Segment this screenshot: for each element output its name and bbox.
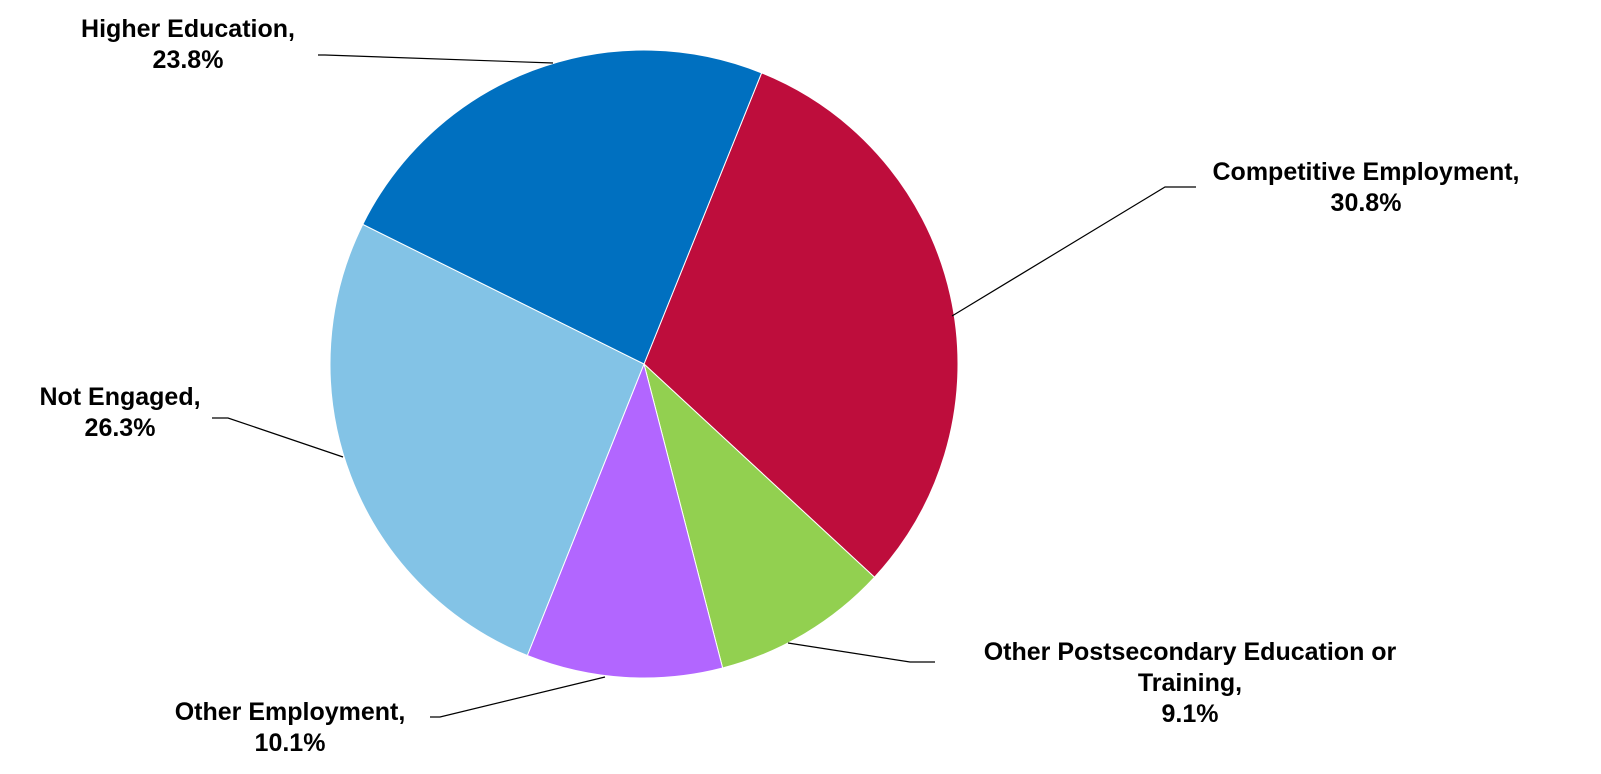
slice-label: Other Postsecondary Education or Training… xyxy=(984,638,1397,728)
slice-label: Other Employment, 10.1% xyxy=(175,698,406,757)
leader-line xyxy=(430,676,606,718)
slice-labels: Competitive Employment, 30.8% Other Postse… xyxy=(39,15,1519,757)
pie-slice-other-postsecondary-education-or-training xyxy=(643,362,876,669)
slice-label-percent: 30.8% xyxy=(1331,189,1402,217)
slice-label-category: Training, xyxy=(1138,669,1242,697)
slice-label: Competitive Employment, 30.8% xyxy=(1213,158,1520,217)
slice-label-category: Higher Education, xyxy=(81,15,295,43)
pie-slice-not-engaged xyxy=(329,223,645,657)
slice-label-category: Other Postsecondary Education or xyxy=(984,638,1397,666)
slice-label-category: Competitive Employment, xyxy=(1213,158,1520,186)
slice-label-percent: 23.8% xyxy=(153,46,224,74)
slice-label: Higher Education, 23.8% xyxy=(81,15,295,74)
leader-line xyxy=(212,417,344,458)
slice-label-percent: 9.1% xyxy=(1162,700,1219,728)
leader-line xyxy=(951,186,1196,317)
leader-lines xyxy=(212,54,1196,718)
slice-label-percent: 10.1% xyxy=(255,729,326,757)
slice-label: Not Engaged, 26.3% xyxy=(39,383,200,442)
leader-line xyxy=(318,54,554,64)
leader-line xyxy=(787,642,935,663)
pie-slices xyxy=(329,49,959,679)
slice-label-category: Not Engaged, xyxy=(39,383,200,411)
pie-slice-higher-education xyxy=(362,49,763,365)
slice-label-category: Other Employment, xyxy=(175,698,406,726)
pie-slice-competitive-employment xyxy=(643,72,959,578)
slice-label-percent: 26.3% xyxy=(85,414,156,442)
pie-slice-other-employment xyxy=(526,362,724,679)
